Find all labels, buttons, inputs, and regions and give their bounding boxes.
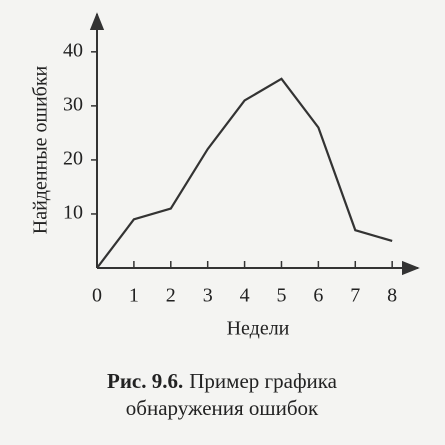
x-tick-label: 7 [350,285,360,307]
x-tick-label: 0 [92,285,102,307]
data-line [96,77,393,269]
caption-line: Пример графика [189,369,337,393]
x-tick-label: 5 [276,285,286,307]
caption: Рис. 9.6. Пример графика [107,369,338,393]
y-tick-label: 10 [63,202,83,224]
x-axis-label: Недели [227,318,290,340]
x-tick-label: 6 [313,285,323,307]
caption-label: Рис. 9.6. [107,369,183,393]
caption-line: обнаружения ошибок [126,396,319,420]
x-tick-label: 4 [240,285,250,307]
y-tick-label: 40 [63,39,83,61]
y-tick-label: 30 [63,93,83,115]
x-tick-label: 2 [166,285,176,307]
x-tick-label: 3 [203,285,213,307]
x-tick-label: 1 [129,285,139,307]
y-axis-label: Найденные ошибки [30,65,52,234]
y-tick-label: 20 [63,148,83,170]
x-tick-label: 8 [387,285,397,307]
